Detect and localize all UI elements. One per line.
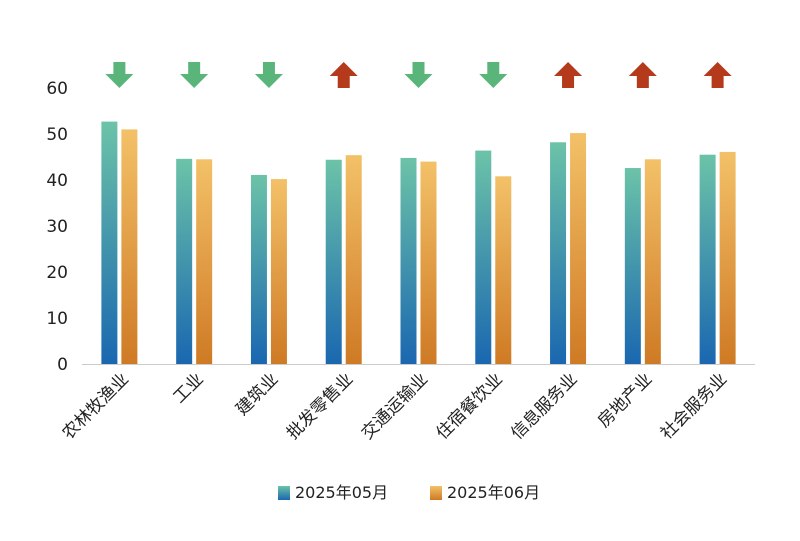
bar-series1 — [176, 158, 193, 364]
y-tick-label: 20 — [46, 263, 68, 283]
bar-series2 — [345, 155, 362, 364]
arrow-up-icon — [628, 62, 657, 88]
legend: 2025年05月 2025年06月 — [278, 483, 540, 502]
x-category-label: 社会服务业 — [657, 369, 731, 443]
y-tick-label: 10 — [46, 309, 68, 329]
y-tick-label: 30 — [46, 217, 68, 237]
arrow-down-icon — [105, 62, 134, 88]
bar-series2 — [495, 176, 512, 364]
bar-series2 — [644, 159, 661, 364]
bar-series1 — [400, 157, 417, 364]
bar-series2 — [196, 159, 213, 364]
x-category-label: 工业 — [170, 369, 208, 407]
bar-series1 — [624, 168, 641, 364]
legend-swatch — [430, 486, 442, 500]
y-tick-label: 50 — [46, 125, 68, 145]
bar-series2 — [420, 161, 437, 364]
x-axis-labels: 农林牧渔业 工业 建筑业 批发零售业 交通运输业 住宿餐饮业 信息服务业 房地产业 社会服务业 — [59, 369, 731, 443]
bar-series2 — [270, 179, 287, 364]
arrow-up-icon — [554, 62, 583, 88]
x-category-label: 交通运输业 — [358, 369, 432, 443]
bar-series2 — [121, 129, 138, 364]
y-tick-label: 0 — [57, 355, 68, 375]
bar-series1 — [475, 150, 492, 364]
arrow-up-icon — [703, 62, 732, 88]
bar-series2 — [719, 151, 736, 364]
arrow-down-icon — [180, 62, 209, 88]
x-category-label: 批发零售业 — [283, 369, 357, 443]
bars-group — [101, 121, 736, 364]
legend-label: 2025年05月 — [295, 483, 388, 502]
bar-series1 — [250, 174, 267, 364]
y-tick-label: 40 — [46, 171, 68, 191]
legend-label: 2025年06月 — [447, 483, 540, 502]
y-tick-label: 60 — [46, 79, 68, 99]
bar-series1 — [550, 142, 567, 364]
arrow-down-icon — [404, 62, 433, 88]
y-axis: 0 10 20 30 40 50 60 — [46, 79, 68, 375]
x-category-label: 建筑业 — [232, 369, 282, 419]
x-category-label: 农林牧渔业 — [59, 369, 133, 443]
arrow-up-icon — [329, 62, 358, 88]
arrow-down-icon — [254, 62, 283, 88]
x-category-label: 房地产业 — [594, 369, 656, 431]
bar-series2 — [570, 133, 587, 364]
bar-series1 — [325, 159, 342, 364]
bar-series1 — [101, 121, 118, 364]
legend-swatch — [278, 486, 290, 500]
arrow-down-icon — [479, 62, 508, 88]
x-category-label: 住宿餐饮业 — [433, 369, 507, 443]
trend-arrows-group — [105, 62, 732, 88]
x-category-label: 信息服务业 — [507, 369, 581, 443]
bar-series1 — [699, 154, 716, 364]
